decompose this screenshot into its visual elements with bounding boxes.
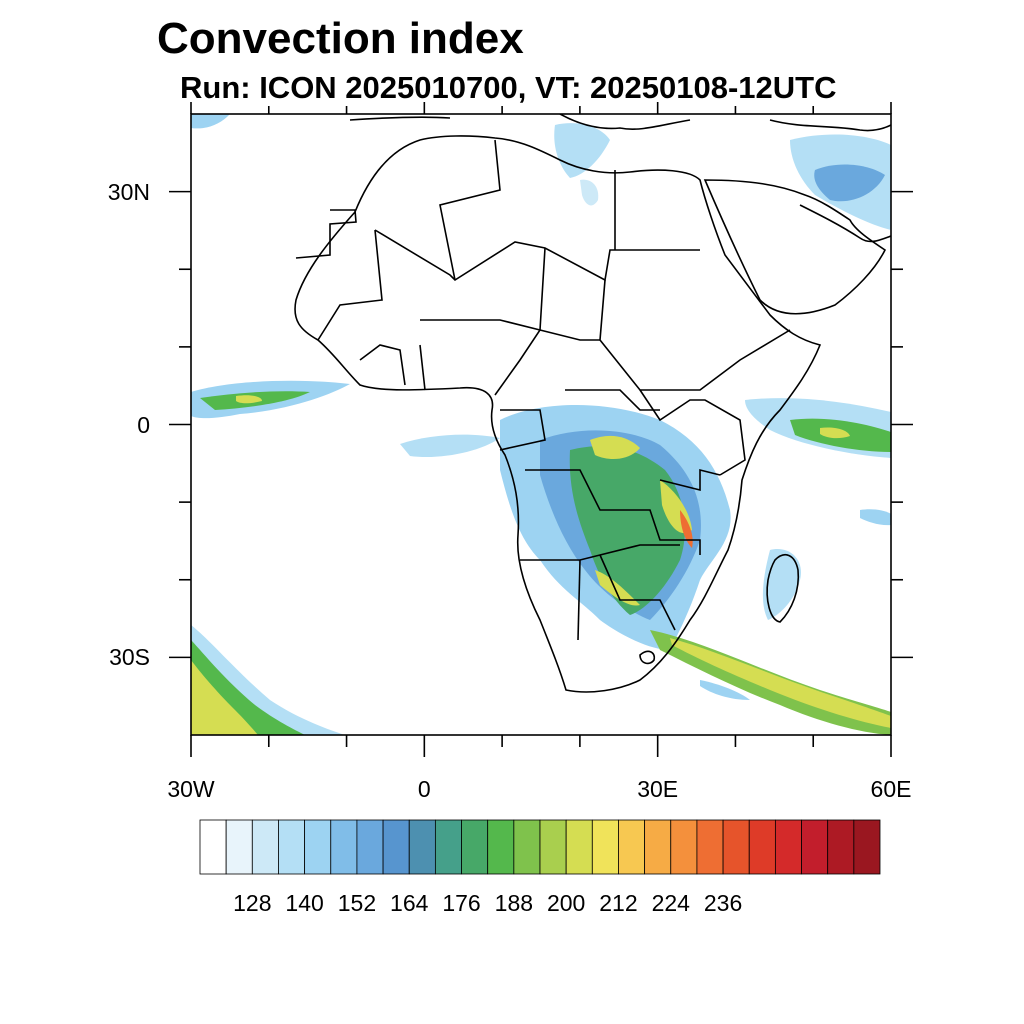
country-border (439, 139, 501, 281)
colorbar-box (278, 819, 306, 875)
lat-tick-label: 30N (107, 178, 150, 205)
colorbar-label: 152 (337, 890, 377, 916)
country-border (577, 559, 581, 641)
convection-area (191, 660, 258, 735)
convection-field (191, 114, 891, 735)
lat-tick-label: 30S (109, 644, 150, 671)
colorbar-box (670, 819, 698, 875)
colorbar-box (304, 819, 332, 875)
convection-area (580, 179, 599, 206)
convection-area (554, 123, 610, 178)
lon-tick-label: 30W (167, 776, 215, 802)
axis-ticks (169, 102, 913, 757)
colorbar-label: 176 (442, 890, 481, 916)
colorbar-box (565, 819, 593, 875)
arabia-coastline (703, 179, 887, 315)
colorbar-box (408, 819, 436, 875)
colorbar-box (434, 819, 462, 875)
convection-area (762, 549, 801, 620)
lon-tick-label: 60E (870, 776, 912, 802)
map-subtitle: Run: ICON 2025010700, VT: 20250108-12UTC (180, 70, 837, 105)
persian-gulf-coastline (799, 204, 891, 243)
colorbar-box (853, 819, 881, 875)
country-border (659, 468, 721, 492)
colorbar-label: 128 (233, 890, 272, 916)
country-border (374, 229, 700, 282)
country-border (295, 209, 357, 259)
colorbar-box (827, 819, 855, 875)
colorbar-box (513, 819, 541, 875)
country-border (599, 279, 791, 391)
colorbar-label: 164 (390, 890, 429, 916)
country-border (499, 409, 546, 451)
colorbar-box (748, 819, 776, 875)
convection-area (820, 427, 850, 439)
country-border (639, 389, 746, 476)
europe-coastline (559, 114, 691, 130)
colorbar-box (461, 819, 489, 875)
country-border (494, 247, 546, 396)
colorbar-box (696, 819, 724, 875)
colorbar-box (644, 819, 672, 875)
convection-area (680, 510, 693, 548)
country-border (359, 344, 406, 386)
colorbar-box (487, 819, 515, 875)
colorbar-label: 236 (703, 890, 743, 916)
country-border (317, 229, 383, 341)
country-border (599, 554, 676, 631)
africa-coastline (294, 135, 822, 693)
country-border (419, 344, 426, 391)
convection-area (700, 680, 750, 700)
europe-coastline (769, 119, 891, 132)
colorbar-box (774, 819, 802, 875)
colorbar-box (330, 819, 358, 875)
convection-area (595, 570, 640, 606)
colorbar-box (801, 819, 829, 875)
convection-area (814, 164, 885, 202)
lon-tick-label: 0 (417, 776, 431, 802)
colorbar (199, 819, 881, 875)
europe-coastline (349, 116, 451, 121)
convection-area (860, 509, 891, 526)
colorbar-label: 188 (494, 890, 534, 916)
convection-area (590, 435, 640, 460)
lat-tick-label: 0 (137, 411, 150, 438)
convection-area (236, 395, 262, 404)
convection-area (569, 446, 685, 615)
country-border (525, 469, 701, 555)
colorbar-box (722, 819, 750, 875)
country-border (565, 389, 660, 411)
country-border (420, 319, 541, 331)
convection-area (191, 114, 230, 129)
colorbar-box (225, 819, 253, 875)
colorbar-label: 224 (651, 890, 690, 916)
colorbar-box (591, 819, 619, 875)
country-border (539, 329, 600, 341)
lake (639, 650, 656, 665)
colorbar-box (356, 819, 384, 875)
colorbar-box (251, 819, 279, 875)
convection-area (670, 638, 891, 728)
coastlines-and-borders (294, 114, 891, 693)
convection-area (400, 434, 500, 458)
colorbar-box (618, 819, 646, 875)
map-title: Convection index (157, 14, 524, 63)
colorbar-label: 212 (599, 890, 638, 916)
lon-tick-label: 30E (637, 776, 679, 802)
colorbar-box (382, 819, 410, 875)
colorbar-box (539, 819, 567, 875)
colorbar-label: 200 (546, 890, 586, 916)
colorbar-label: 140 (285, 890, 324, 916)
madagascar-coastline (766, 554, 800, 623)
colorbar-box (199, 819, 227, 875)
